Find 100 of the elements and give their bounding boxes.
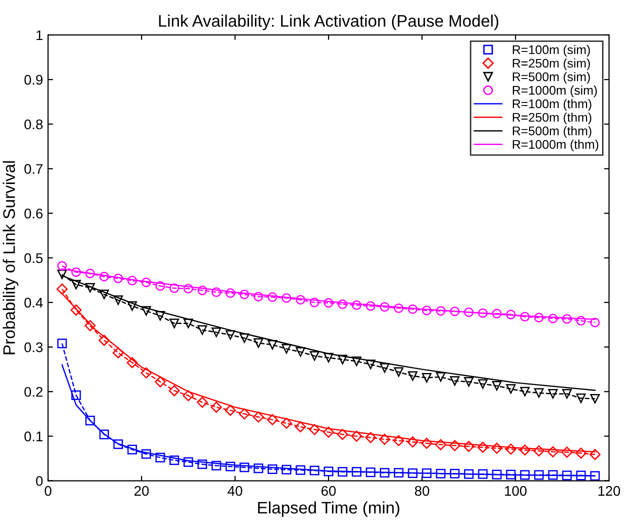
point [113, 439, 123, 449]
point [155, 311, 166, 321]
point [85, 268, 95, 278]
point [436, 468, 446, 478]
x-tick-label: 80 [414, 486, 430, 496]
point [224, 404, 236, 416]
point [268, 292, 278, 302]
point [71, 390, 81, 400]
point [562, 314, 572, 324]
point [561, 446, 572, 458]
y-tick-label: 1 [36, 30, 43, 40]
point [57, 261, 67, 271]
x-tick-label: 20 [134, 486, 149, 496]
point [141, 306, 152, 316]
point [155, 281, 166, 291]
point [184, 318, 194, 328]
point [168, 385, 180, 396]
point [141, 449, 152, 459]
point [294, 421, 306, 432]
x-tick-label: 40 [228, 486, 242, 496]
y-tick-label: 0.8 [24, 119, 43, 130]
point [127, 301, 137, 311]
point [169, 283, 180, 293]
point [450, 468, 460, 478]
point [464, 469, 474, 479]
point [338, 299, 348, 310]
point [282, 344, 292, 354]
point [85, 282, 95, 293]
point [280, 418, 292, 429]
point [408, 468, 418, 478]
point [155, 452, 166, 462]
point [196, 396, 208, 408]
y-tick-label: 0.4 [24, 298, 43, 308]
point [268, 464, 278, 474]
point [56, 284, 68, 295]
point [212, 328, 222, 338]
point [226, 288, 236, 298]
point [310, 298, 320, 308]
point [464, 307, 474, 318]
point [380, 468, 390, 478]
legend-label: R=1000m (sim) [512, 86, 597, 98]
point [337, 428, 348, 440]
point [562, 389, 572, 399]
point [296, 347, 306, 357]
x-axis-title: Elapsed Time (min) [258, 501, 400, 517]
point [99, 290, 109, 300]
y-tick-label: 0.6 [24, 208, 43, 218]
point [338, 467, 348, 477]
point [352, 467, 362, 477]
point [169, 318, 180, 328]
point [310, 351, 320, 361]
point [422, 468, 432, 478]
point [464, 377, 474, 387]
point [126, 357, 138, 368]
point [324, 466, 334, 476]
point [506, 384, 516, 394]
point [477, 442, 488, 453]
point [268, 340, 278, 350]
point [576, 316, 586, 326]
point [351, 430, 362, 442]
point [226, 330, 236, 340]
point [590, 394, 600, 404]
y-tick-label: 0.7 [24, 164, 42, 174]
point [450, 376, 460, 386]
point [534, 312, 544, 322]
point [141, 278, 152, 288]
point [198, 286, 208, 296]
point [533, 445, 544, 456]
point [169, 455, 180, 466]
y-tick-label: 0.9 [24, 74, 43, 85]
point [296, 294, 306, 305]
point [394, 468, 404, 478]
point [366, 468, 376, 478]
point [352, 356, 362, 366]
point [113, 274, 123, 284]
point [520, 312, 530, 322]
legend-label: R=100m (sim) [512, 44, 590, 57]
point [534, 470, 544, 480]
point [254, 292, 264, 302]
point [380, 302, 390, 312]
point [408, 371, 418, 381]
point [240, 462, 250, 472]
point [112, 347, 124, 358]
point [492, 381, 502, 391]
point [198, 325, 208, 335]
point [422, 306, 432, 316]
point [140, 367, 152, 378]
point [113, 295, 123, 306]
point [478, 308, 488, 318]
point [394, 303, 404, 314]
point [589, 448, 601, 460]
point [435, 439, 446, 450]
point [127, 444, 137, 454]
legend-label: R=250m (thm) [512, 112, 592, 124]
point [154, 376, 166, 388]
point [99, 430, 109, 440]
y-axis-title: Probability of Link Survival [2, 161, 18, 354]
point [436, 306, 446, 316]
point [421, 438, 432, 449]
point [254, 338, 264, 348]
